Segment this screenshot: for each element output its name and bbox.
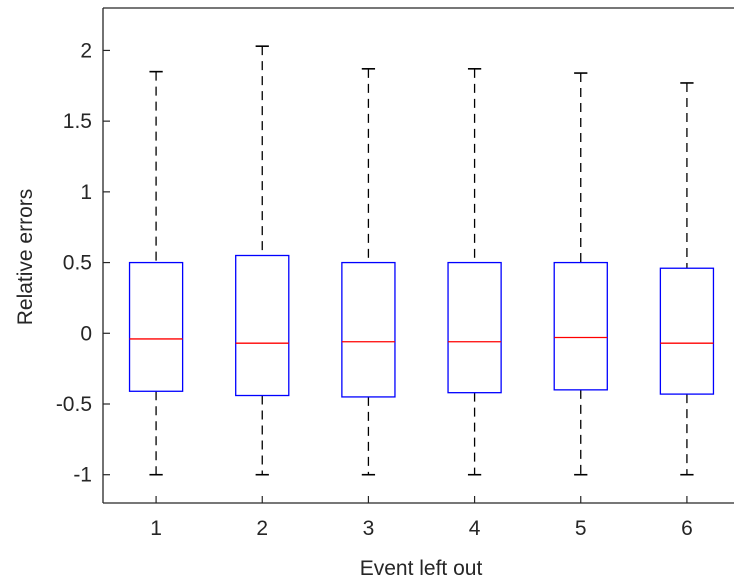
- box: [235, 254, 290, 397]
- box-group-4: [447, 68, 502, 476]
- box: [447, 261, 502, 394]
- y-tick-label: -1: [73, 464, 92, 487]
- box-group-5: [553, 72, 608, 476]
- box-group-6: [659, 82, 715, 476]
- y-tick-label: 0.5: [63, 252, 92, 275]
- x-tick-label: 4: [469, 517, 481, 540]
- box-group-3: [341, 68, 396, 476]
- y-tick-label: 2: [80, 39, 92, 62]
- x-tick-labels: 1 2 3 4 5 6: [150, 517, 693, 540]
- x-tick-label: 3: [363, 517, 375, 540]
- x-tick-label: 2: [256, 517, 268, 540]
- box-group-2: [235, 45, 290, 476]
- box: [128, 261, 184, 392]
- x-axis-label: Event left out: [360, 557, 483, 580]
- x-tick-label: 6: [681, 517, 693, 540]
- y-tick-labels: -1 -0.5 0 0.5 1 1.5 2: [56, 39, 92, 486]
- y-tick-label: 1.5: [63, 110, 92, 133]
- x-tick-label: 1: [150, 517, 162, 540]
- y-tick-label: 0: [80, 322, 92, 345]
- box: [553, 261, 608, 391]
- y-tick-label: -0.5: [56, 393, 92, 416]
- box-group-1: [128, 70, 184, 476]
- box: [659, 267, 715, 395]
- y-tick-label: 1: [80, 181, 92, 204]
- y-axis-label: Relative errors: [14, 189, 37, 326]
- plot-area: [102, 7, 734, 504]
- box: [341, 261, 396, 398]
- x-tick-label: 5: [575, 517, 587, 540]
